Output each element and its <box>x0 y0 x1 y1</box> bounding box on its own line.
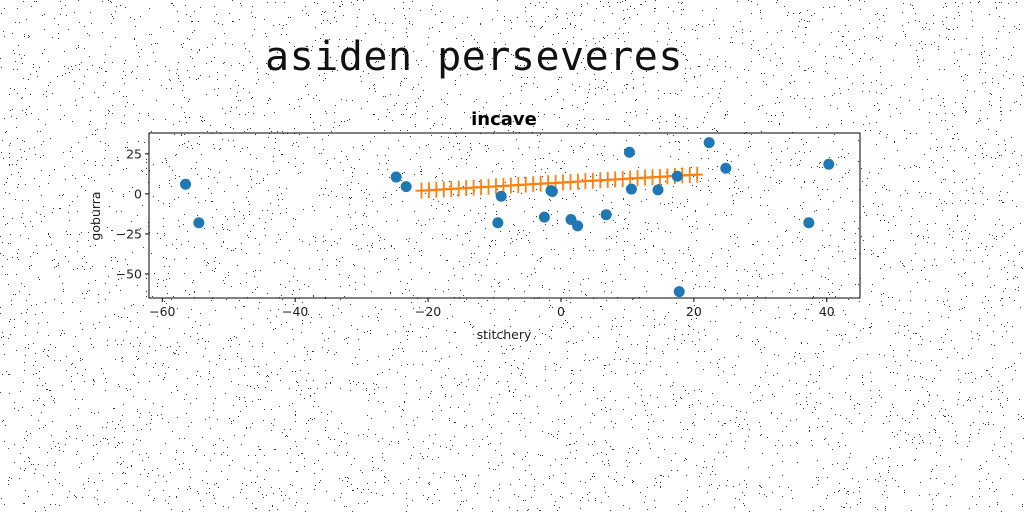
data-marks <box>180 137 835 298</box>
scatter-point <box>600 209 612 221</box>
scatter-point <box>803 217 815 229</box>
scatter-point <box>390 171 402 183</box>
plot-area <box>149 133 860 298</box>
y-tick-label: 0 <box>134 186 142 201</box>
scatter-point <box>492 217 504 229</box>
page-title: asiden perseveres <box>265 34 683 80</box>
scatter-point <box>673 286 685 298</box>
scatter-point <box>546 185 558 197</box>
scatter-point <box>572 220 584 232</box>
x-tick-label: 0 <box>557 304 565 319</box>
scatter-point <box>180 178 192 190</box>
scatter-point <box>671 170 683 182</box>
x-tick-label: 40 <box>819 304 835 319</box>
chart-title: incave <box>471 109 537 130</box>
scatter-point <box>703 137 715 149</box>
x-tick-label: 20 <box>686 304 702 319</box>
scatter-point <box>720 162 732 174</box>
y-tick-label: −50 <box>116 266 142 281</box>
scatter-point <box>193 217 205 229</box>
scatter-point <box>400 181 412 193</box>
scatter-point <box>623 146 635 158</box>
y-tick-label: 25 <box>126 146 142 161</box>
x-tick-label: −20 <box>415 304 441 319</box>
scatter-point <box>823 158 835 170</box>
x-tick-label: −60 <box>149 304 175 319</box>
y-axis-label: goburra <box>88 191 103 240</box>
plot-background <box>149 133 860 298</box>
x-tick-label: −40 <box>282 304 308 319</box>
scatter-point <box>625 183 637 195</box>
x-axis-label: stitchery <box>477 327 532 342</box>
scatter-point <box>652 184 664 196</box>
y-tick-label: −25 <box>116 226 142 241</box>
plot-frame <box>148 132 861 299</box>
scatter-point <box>538 211 550 223</box>
axes: −60 −40 −20 0 20 40 −50 −25 0 25 <box>116 132 861 319</box>
fit-marker <box>691 166 704 183</box>
scatter-point <box>495 190 507 202</box>
